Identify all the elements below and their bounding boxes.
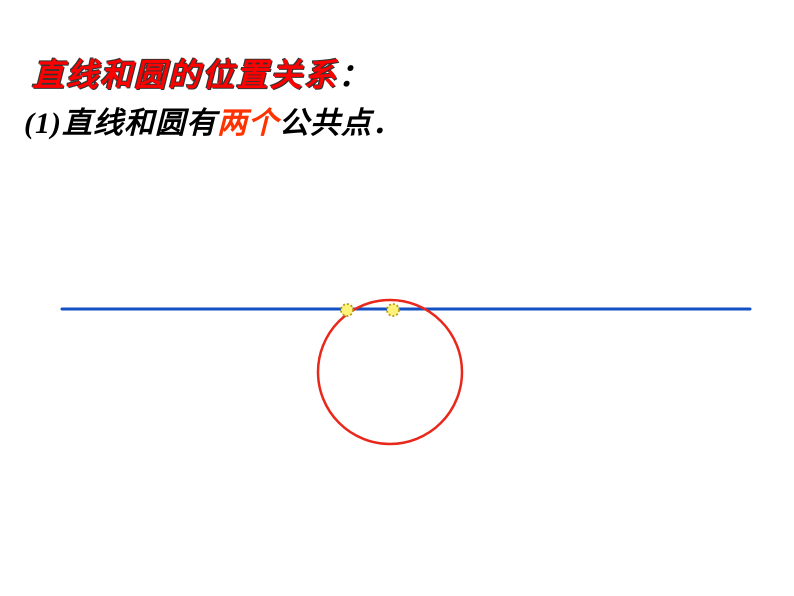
intersection-point-2 [387,304,399,316]
circle [318,300,462,444]
intersection-point-1 [341,304,353,316]
geometry-diagram [0,0,794,596]
